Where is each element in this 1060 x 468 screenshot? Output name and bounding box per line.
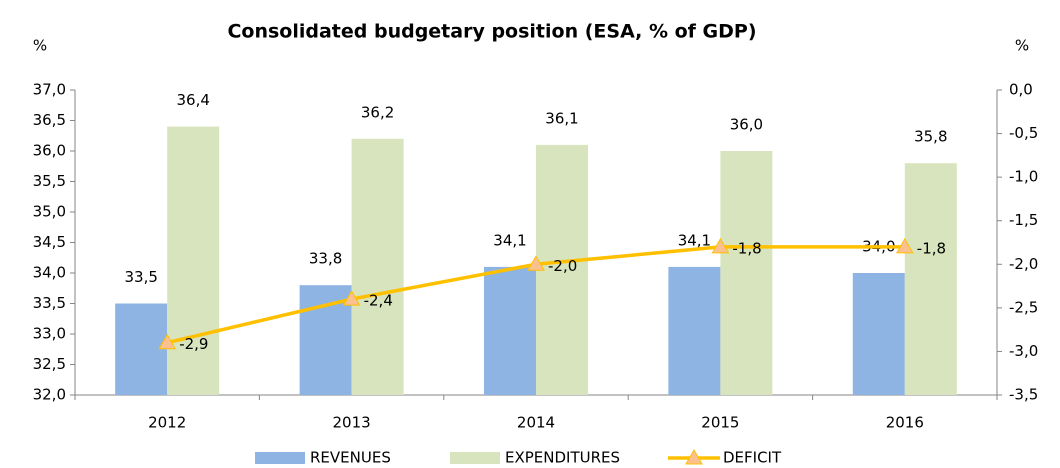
y2-tick-label: -2,5 — [1009, 298, 1038, 316]
y-tick-label: 32,5 — [33, 355, 66, 373]
data-label: 33,5 — [124, 268, 157, 286]
y2-tick-label: -2,0 — [1009, 255, 1038, 273]
data-label: 35,8 — [914, 128, 947, 146]
x-tick-label: 2014 — [517, 414, 555, 432]
bar — [351, 138, 404, 396]
legend-label: EXPENDITURES — [505, 449, 620, 467]
y2-tick-label: -1,5 — [1009, 211, 1038, 229]
data-label: 36,2 — [361, 103, 394, 121]
data-label: -2,0 — [548, 257, 577, 275]
bar — [167, 126, 220, 395]
legend-marker — [685, 448, 703, 465]
x-tick-label: 2013 — [333, 414, 371, 432]
y-tick-label: 32,0 — [33, 386, 66, 404]
data-label: 36,0 — [730, 116, 763, 134]
y-tick-label: 35,0 — [33, 203, 66, 221]
bar — [668, 266, 721, 395]
y2-axis-label: % — [1015, 37, 1029, 55]
y-tick-label: 35,5 — [33, 172, 66, 190]
y-axis-label: % — [33, 37, 47, 55]
x-tick-label: 2015 — [701, 414, 739, 432]
y2-tick-label: -3,0 — [1009, 342, 1038, 360]
bar — [904, 163, 957, 395]
chart-title: Consolidated budgetary position (ESA, % … — [227, 21, 756, 43]
data-label: 36,1 — [545, 109, 578, 127]
bar — [484, 266, 536, 395]
data-label: 36,4 — [176, 91, 209, 109]
data-label: -2,4 — [364, 292, 393, 310]
y2-tick-label: -1,0 — [1009, 168, 1038, 186]
data-label: -2,9 — [179, 335, 208, 353]
y-tick-label: 33,0 — [33, 325, 66, 343]
y2-tick-label: -3,5 — [1009, 386, 1038, 404]
data-label: -1,8 — [732, 239, 761, 257]
bar — [115, 303, 168, 395]
bar — [852, 273, 905, 395]
line-marker — [342, 290, 361, 306]
data-label: 34,1 — [678, 231, 711, 249]
data-label: 33,8 — [309, 250, 342, 268]
bar — [720, 151, 773, 395]
y-tick-label: 37,0 — [33, 81, 66, 99]
y-tick-label: 34,5 — [33, 233, 66, 251]
y2-tick-label: -0,5 — [1009, 124, 1038, 142]
line-marker — [895, 237, 914, 254]
legend-swatch — [255, 452, 305, 464]
line-marker — [711, 237, 730, 254]
line-marker — [158, 333, 177, 350]
y-tick-label: 36,0 — [33, 142, 66, 160]
y2-tick-label: 0,0 — [1009, 81, 1033, 99]
y-tick-label: 36,5 — [33, 111, 66, 129]
bar — [536, 144, 588, 395]
y-tick-label: 34,0 — [33, 264, 66, 282]
line-marker — [527, 255, 545, 271]
legend-label: DEFICIT — [723, 449, 782, 467]
x-tick-label: 2016 — [886, 414, 924, 432]
legend-label: REVENUES — [310, 449, 391, 467]
data-label: 34,1 — [493, 231, 526, 249]
data-label: -1,8 — [917, 239, 946, 257]
y-tick-label: 33,5 — [33, 294, 66, 312]
x-tick-label: 2012 — [148, 414, 186, 432]
legend-swatch — [450, 452, 500, 464]
